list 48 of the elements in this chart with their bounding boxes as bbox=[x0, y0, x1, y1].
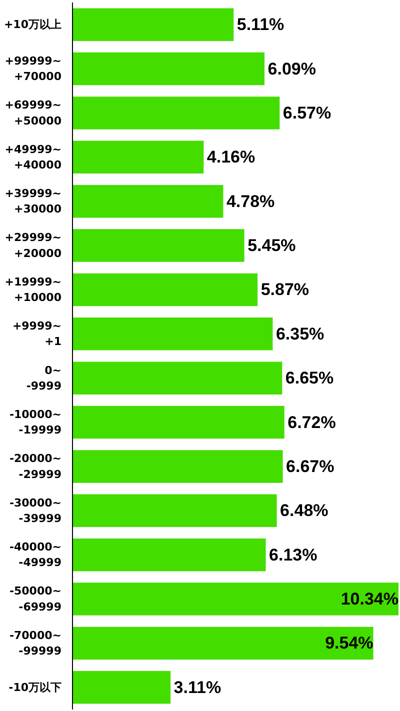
y-tick-label: +29999~ +20000 bbox=[4, 231, 62, 260]
data-label: 3.11% bbox=[174, 678, 222, 697]
bar bbox=[72, 184, 224, 218]
y-tick-label: +69999~ +50000 bbox=[4, 98, 62, 128]
bar bbox=[72, 494, 277, 528]
data-label: 6.65% bbox=[285, 368, 334, 388]
bar bbox=[72, 273, 258, 306]
data-label: 6.57% bbox=[282, 103, 332, 122]
y-tick-label: -40000~ -49999 bbox=[9, 540, 62, 570]
y-tick-label: +9999~ +1 bbox=[12, 320, 62, 348]
y-tick-label: +19999~ +10000 bbox=[4, 275, 62, 304]
data-label: 6.48% bbox=[280, 501, 328, 520]
bar bbox=[72, 626, 374, 660]
data-label: 10.34% bbox=[340, 590, 399, 609]
data-label: 4.78% bbox=[226, 192, 275, 211]
bar bbox=[72, 450, 283, 483]
bar bbox=[72, 318, 273, 350]
y-tick-label: -70000~ -99999 bbox=[9, 628, 62, 658]
bar bbox=[72, 140, 204, 174]
y-tick-label: -10000~ -19999 bbox=[9, 408, 62, 437]
bar bbox=[72, 406, 284, 439]
y-tick-label: +49999~ +40000 bbox=[4, 142, 62, 172]
y-tick-label: -10万以下 bbox=[8, 680, 62, 694]
y-tick-label: -30000~ -39999 bbox=[9, 496, 62, 525]
y-tick-label: +99999~ +70000 bbox=[4, 54, 62, 84]
bar bbox=[72, 671, 171, 704]
bar bbox=[72, 229, 244, 262]
data-label: 4.16% bbox=[206, 148, 256, 167]
bar bbox=[72, 52, 265, 86]
bar bbox=[72, 362, 282, 394]
data-label: 5.87% bbox=[260, 280, 310, 300]
y-tick-label: -20000~ -29999 bbox=[9, 452, 62, 481]
data-label: 6.67% bbox=[286, 456, 334, 476]
y-tick-label: +10万以上 bbox=[4, 18, 62, 32]
data-label: 6.35% bbox=[276, 324, 324, 344]
y-tick-label: -50000~ -69999 bbox=[9, 584, 62, 614]
bar bbox=[72, 582, 398, 616]
y-tick-label: +39999~ +30000 bbox=[4, 187, 62, 216]
data-label: 6.72% bbox=[288, 412, 336, 432]
bar bbox=[72, 8, 234, 41]
data-label: 6.09% bbox=[268, 59, 316, 78]
data-label: 6.13% bbox=[269, 545, 318, 564]
data-label: 5.45% bbox=[248, 236, 296, 256]
data-label: 9.54% bbox=[325, 634, 374, 653]
data-label: 5.11% bbox=[236, 15, 284, 34]
bar bbox=[72, 538, 266, 572]
y-tick-label: 0~ -9999 bbox=[26, 364, 62, 392]
bar bbox=[72, 96, 280, 130]
